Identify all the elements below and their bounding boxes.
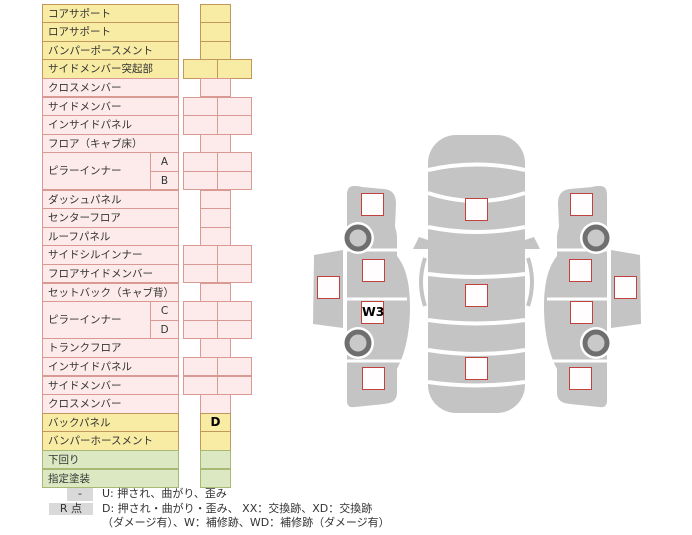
part-label-21: クロスメンバー bbox=[42, 394, 179, 414]
part-label-7: フロア（キャブ床） bbox=[42, 133, 179, 154]
damage-cell-17-right[interactable] bbox=[217, 319, 252, 340]
part-label-10: ダッシュパネル bbox=[42, 189, 179, 210]
damage-marker-left-rear-door[interactable]: W3 bbox=[361, 301, 385, 324]
damage-cell-11[interactable] bbox=[200, 208, 231, 228]
damage-marker-left-front-fender[interactable] bbox=[361, 193, 384, 216]
damage-cell-16-right[interactable] bbox=[217, 301, 252, 321]
damage-cell-24[interactable] bbox=[200, 449, 231, 470]
damage-marker-left-roof-side[interactable] bbox=[317, 276, 340, 299]
part-label-13: サイドシルインナー bbox=[42, 245, 179, 265]
damage-cell-8-right[interactable] bbox=[217, 152, 252, 172]
part-label-3: サイドメンバー突起部 bbox=[42, 59, 179, 79]
legend-badge-0: - bbox=[67, 487, 93, 501]
damage-cell-8-left[interactable] bbox=[183, 152, 218, 172]
damage-marker-right-roof-side[interactable] bbox=[614, 276, 637, 299]
part-label-0: コアサポート bbox=[42, 3, 179, 24]
damage-cell-16-left[interactable] bbox=[183, 301, 218, 321]
damage-marker-left-front-door[interactable] bbox=[362, 259, 385, 282]
legend-row-1: R 点 D: 押され・曲がり・歪み、 XX：交換跡、XD：交換跡 bbox=[48, 501, 609, 515]
legend-badge-column: - bbox=[49, 487, 93, 501]
legend-badge-1: R 点 bbox=[48, 502, 93, 515]
damage-marker-center-windshield[interactable] bbox=[465, 198, 488, 221]
damage-cell-17-left[interactable] bbox=[183, 319, 218, 340]
damage-marker-right-rear-fender[interactable] bbox=[569, 367, 592, 390]
part-sublabel-16: C bbox=[150, 301, 179, 321]
damage-cell-9-right[interactable] bbox=[217, 170, 252, 191]
part-label-2: バンパーポースメント bbox=[42, 40, 179, 61]
part-label-25: 指定塗装 bbox=[42, 468, 179, 489]
damage-marker-right-front-door[interactable] bbox=[569, 259, 592, 282]
part-label-1: ロアサポート bbox=[42, 22, 179, 42]
damage-cell-15[interactable] bbox=[200, 282, 231, 303]
damage-cell-6-right[interactable] bbox=[217, 115, 252, 135]
damage-cell-14-right[interactable] bbox=[217, 263, 252, 284]
damage-marker-center-roof[interactable] bbox=[465, 284, 488, 307]
part-label-5: サイドメンバー bbox=[42, 96, 179, 117]
part-label-6: インサイドパネル bbox=[42, 115, 179, 135]
damage-cell-9-left[interactable] bbox=[183, 170, 218, 191]
damage-cell-14-left[interactable] bbox=[183, 263, 218, 284]
damage-cell-13-right[interactable] bbox=[217, 245, 252, 265]
part-sublabel-8: A bbox=[150, 152, 179, 172]
damage-cell-3-left[interactable] bbox=[183, 59, 218, 79]
part-label-16: ピラーインナー bbox=[42, 301, 151, 340]
damage-marker-right-front-fender[interactable] bbox=[570, 193, 593, 216]
damage-cell-21[interactable] bbox=[200, 394, 231, 414]
damage-cell-5-left[interactable] bbox=[183, 96, 218, 117]
damage-cell-0[interactable] bbox=[200, 3, 231, 24]
damage-code-legend: - U: 押され、曲がり、歪み R 点 D: 押され・曲がり・歪み、 XX：交換跡、X… bbox=[48, 487, 609, 532]
damage-cell-25[interactable] bbox=[200, 468, 231, 489]
damage-cell-12[interactable] bbox=[200, 226, 231, 247]
legend-text-2: （ダメージ有）、W：補修跡、WD：補修跡（ダメージ有） bbox=[102, 516, 390, 529]
damage-cell-2[interactable] bbox=[200, 40, 231, 61]
damage-cell-4[interactable] bbox=[200, 77, 231, 98]
damage-cell-18[interactable] bbox=[200, 338, 231, 358]
damage-cell-13-left[interactable] bbox=[183, 245, 218, 265]
legend-row-2: （ダメージ有）、W：補修跡、WD：補修跡（ダメージ有） bbox=[49, 516, 609, 530]
damage-marker-right-rear-door[interactable] bbox=[570, 301, 593, 324]
damage-cell-10[interactable] bbox=[200, 189, 231, 210]
legend-text-1: D: 押され・曲がり・歪み、 XX：交換跡、XD：交換跡 bbox=[102, 501, 373, 515]
part-label-22: バックパネル bbox=[42, 412, 179, 433]
part-sublabel-17: D bbox=[150, 319, 179, 340]
damage-cell-19-left[interactable] bbox=[183, 356, 218, 377]
part-label-18: トランクフロア bbox=[42, 338, 179, 358]
legend-badge-column: R 点 bbox=[48, 502, 93, 515]
part-label-19: インサイドパネル bbox=[42, 356, 179, 377]
part-label-8: ピラーインナー bbox=[42, 152, 151, 191]
legend-row-0: - U: 押され、曲がり、歪み bbox=[49, 487, 609, 501]
part-label-24: 下回り bbox=[42, 449, 179, 470]
part-label-12: ルーフパネル bbox=[42, 226, 179, 247]
part-label-20: サイドメンバー bbox=[42, 375, 179, 396]
damage-cell-6-left[interactable] bbox=[183, 115, 218, 135]
damage-cell-20-right[interactable] bbox=[217, 375, 252, 396]
damage-marker-left-rear-fender[interactable] bbox=[362, 367, 385, 390]
damage-cell-22[interactable]: D bbox=[200, 412, 231, 433]
damage-cell-20-left[interactable] bbox=[183, 375, 218, 396]
damage-cell-3-right[interactable] bbox=[217, 59, 252, 79]
part-label-11: センターフロア bbox=[42, 208, 179, 228]
part-sublabel-9: B bbox=[150, 170, 179, 191]
damage-marker-center-trunk[interactable] bbox=[465, 357, 488, 380]
damage-parts-table: コアサポート ロアサポート バンパーポースメント サイドメンバー突起部 クロスメンバーサ… bbox=[42, 0, 257, 492]
part-label-4: クロスメンバー bbox=[42, 77, 179, 98]
part-label-14: フロアサイドメンバー bbox=[42, 263, 179, 284]
damage-cell-7[interactable] bbox=[200, 133, 231, 154]
damage-cell-5-right[interactable] bbox=[217, 96, 252, 117]
part-label-23: バンパーホースメント bbox=[42, 431, 179, 451]
part-label-15: セットバック（キャブ背） bbox=[42, 282, 179, 303]
damage-cell-1[interactable] bbox=[200, 22, 231, 42]
legend-text-0: U: 押され、曲がり、歪み bbox=[102, 487, 227, 500]
damage-cell-23[interactable] bbox=[200, 431, 231, 451]
damage-cell-19-right[interactable] bbox=[217, 356, 252, 377]
